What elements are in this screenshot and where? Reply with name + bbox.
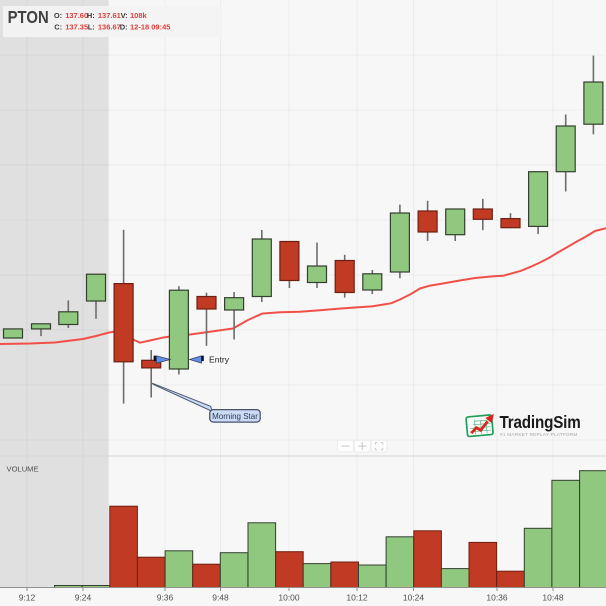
svg-text:TradingSim: TradingSim: [499, 413, 580, 432]
svg-text:9:36: 9:36: [157, 593, 174, 603]
svg-text:9:24: 9:24: [75, 593, 92, 603]
svg-text:136.67: 136.67: [98, 22, 121, 31]
svg-text:VOLUME: VOLUME: [7, 465, 39, 474]
svg-text:Morning Star: Morning Star: [212, 412, 258, 421]
svg-text:10:00: 10:00: [278, 593, 300, 603]
svg-text:108k: 108k: [130, 11, 148, 20]
svg-text:12-18 09:45: 12-18 09:45: [130, 22, 170, 31]
svg-text:137.60: 137.60: [65, 11, 88, 20]
svg-text:#1 MARKET REPLAY PLATFORM: #1 MARKET REPLAY PLATFORM: [500, 432, 578, 437]
svg-text:137.35: 137.35: [65, 22, 88, 31]
svg-text:PTON: PTON: [8, 8, 49, 27]
svg-text:O:: O:: [54, 11, 62, 20]
svg-text:Entry: Entry: [209, 355, 230, 365]
svg-text:10:12: 10:12: [346, 593, 368, 603]
svg-text:9:48: 9:48: [212, 593, 229, 603]
svg-text:D:: D:: [120, 22, 128, 31]
svg-text:9:12: 9:12: [19, 593, 36, 603]
svg-text:H:: H:: [87, 11, 95, 20]
svg-text:L:: L:: [88, 22, 95, 31]
svg-text:10:48: 10:48: [542, 593, 564, 603]
svg-text:V:: V:: [121, 11, 128, 20]
svg-text:10:36: 10:36: [486, 593, 508, 603]
svg-text:C:: C:: [54, 22, 62, 31]
svg-text:10:24: 10:24: [403, 593, 425, 603]
svg-text:137.61: 137.61: [98, 11, 121, 20]
